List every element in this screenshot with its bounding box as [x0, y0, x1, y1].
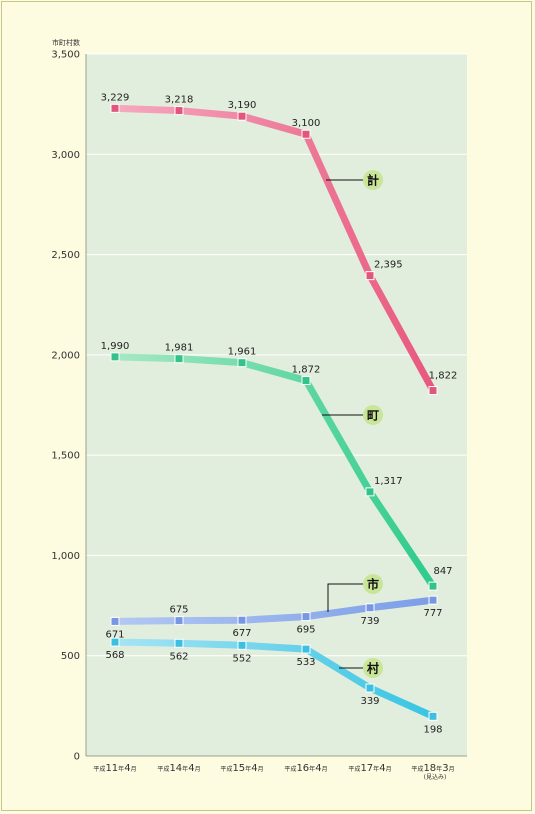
- y-axis-title: 市町村数: [52, 38, 80, 47]
- data-point: [174, 354, 184, 364]
- data-label: 533: [296, 657, 315, 668]
- data-point: [301, 129, 311, 139]
- x-tick-label: 平成17年4月: [348, 763, 391, 774]
- x-tick-label: 平成15年4月: [220, 763, 263, 774]
- data-point: [301, 644, 311, 654]
- x-tick-label: 平成18年3月: [411, 763, 454, 774]
- data-point: [428, 581, 438, 591]
- data-label: 777: [423, 608, 442, 619]
- gridlines: [86, 53, 467, 657]
- data-label: 695: [296, 625, 315, 636]
- data-point: [110, 616, 120, 626]
- data-label: 677: [232, 628, 251, 639]
- y-tick-label: 3,500: [51, 50, 80, 61]
- data-label: 1,822: [429, 371, 458, 382]
- data-label: 1,961: [228, 347, 257, 358]
- data-point: [301, 612, 311, 622]
- y-tick-label: 1,500: [51, 451, 80, 462]
- data-point: [365, 683, 375, 693]
- x-tick-label: 平成11年4月: [93, 763, 136, 774]
- series-name-label: 計: [367, 173, 379, 188]
- data-point: [237, 111, 247, 121]
- data-point: [365, 487, 375, 497]
- y-tick-label: 1,000: [51, 551, 80, 562]
- data-label: 739: [360, 616, 379, 627]
- series-line: [111, 638, 437, 720]
- data-point: [365, 603, 375, 613]
- data-label: 2,395: [374, 260, 403, 271]
- data-label: 675: [169, 605, 188, 616]
- series-name-label: 市: [367, 577, 379, 592]
- x-tick-labels: 平成11年4月 平成14年4月 平成15年4月 平成16年4月 平成17年4月 平成18年…: [93, 763, 454, 781]
- data-point: [110, 103, 120, 113]
- series-badge: [363, 170, 383, 190]
- x-tick-label: 平成16年4月: [284, 763, 327, 774]
- data-label: 339: [360, 696, 379, 707]
- y-tick-label: 0: [74, 752, 80, 763]
- series-line: [111, 104, 437, 395]
- plot-area: [86, 54, 467, 756]
- data-label: 847: [433, 566, 452, 577]
- series-line: [111, 596, 437, 625]
- data-point: [237, 640, 247, 650]
- data-label: 562: [169, 651, 188, 662]
- x-tick-label: 平成14年4月: [157, 763, 200, 774]
- y-tick-label: 2,500: [51, 250, 80, 261]
- data-label: 3,100: [292, 118, 321, 129]
- series-badge: [363, 574, 383, 594]
- y-tick-labels: 0 500 1,000 1,500 2,000 2,500 3,000 3,500: [51, 50, 80, 763]
- data-label: 3,218: [165, 95, 194, 106]
- data-point: [174, 106, 184, 116]
- data-point: [428, 595, 438, 605]
- callout-leader: [327, 583, 363, 612]
- y-tick-label: 3,000: [51, 150, 80, 161]
- series-layer: 3,229 3,218 3,190 3,100 2,395 1,822 1,990 1,981…: [101, 92, 458, 735]
- series-badge: [363, 405, 383, 425]
- data-label: 1,872: [292, 365, 321, 376]
- data-label: 1,981: [165, 343, 194, 354]
- series-name-label: 町: [367, 409, 379, 423]
- data-point: [110, 352, 120, 362]
- data-label: 568: [105, 650, 124, 661]
- data-point: [237, 358, 247, 368]
- data-point: [301, 376, 311, 386]
- data-point: [237, 615, 247, 625]
- data-point: [428, 386, 438, 396]
- data-label: 671: [105, 629, 124, 640]
- data-point: [365, 271, 375, 281]
- series-line: [111, 353, 437, 590]
- data-point: [428, 711, 438, 721]
- series-badge: [363, 658, 383, 678]
- data-label: 1,990: [101, 341, 130, 352]
- x-tick-note: (見込み): [424, 773, 447, 781]
- y-tick-label: 500: [61, 651, 80, 662]
- data-label: 1,317: [374, 476, 403, 487]
- y-tick-label: 2,000: [51, 350, 80, 361]
- data-label: 552: [232, 653, 251, 664]
- data-point: [174, 616, 184, 626]
- data-label: 3,190: [228, 100, 257, 111]
- series-name-label: 村: [367, 661, 379, 676]
- data-point: [110, 637, 120, 647]
- data-point: [174, 638, 184, 648]
- data-label: 198: [423, 724, 442, 735]
- data-label: 3,229: [101, 92, 130, 103]
